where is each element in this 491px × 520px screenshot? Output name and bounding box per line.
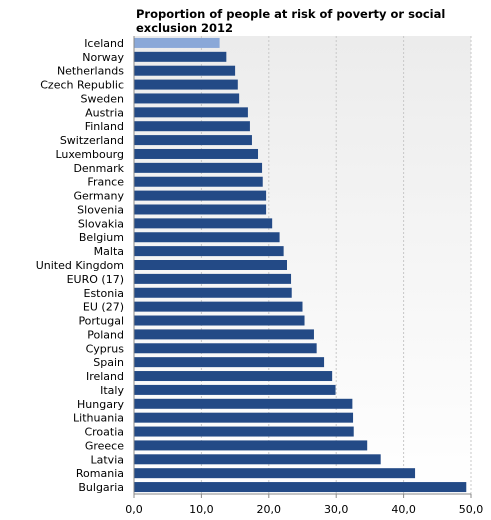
bar: [134, 65, 236, 76]
category-label: EURO (17): [67, 273, 124, 286]
x-axis: 0,0 10,0 20,0 30,0 40,0 50,0: [125, 36, 483, 516]
x-tick-label: 50,0: [459, 503, 484, 516]
category-label: Italy: [100, 384, 124, 397]
bar: [134, 454, 381, 465]
category-label: Spain: [93, 356, 124, 369]
category-label: Slovakia: [78, 217, 124, 230]
bar: [134, 51, 227, 62]
category-label: Hungary: [77, 398, 124, 411]
bar: [134, 260, 287, 270]
bar: [134, 398, 353, 409]
category-label: Latvia: [91, 453, 125, 466]
category-label: Ireland: [86, 370, 124, 383]
bar: [134, 176, 263, 187]
bars: [134, 37, 467, 493]
bar: [134, 301, 303, 312]
bar: [134, 190, 267, 201]
bar: [134, 329, 314, 340]
bar: [134, 468, 416, 479]
category-label: Cyprus: [86, 342, 125, 355]
bar: [134, 357, 325, 368]
bar: [134, 204, 267, 215]
category-label: Sweden: [81, 92, 124, 105]
category-label: United Kingdom: [36, 259, 124, 272]
bar: [134, 162, 263, 173]
x-tick-label: 40,0: [391, 503, 416, 516]
category-label: Estonia: [84, 287, 125, 300]
bar: [134, 315, 305, 326]
category-label: Netherlands: [57, 65, 124, 78]
bar: [134, 135, 252, 146]
bar: [134, 384, 336, 395]
category-label: Bulgaria: [78, 481, 124, 494]
x-tick-label: 30,0: [324, 503, 349, 516]
category-label: Greece: [85, 439, 124, 452]
bar: [134, 343, 317, 354]
category-label: Belgium: [79, 231, 124, 244]
category-label: Malta: [94, 245, 124, 258]
bar: [134, 107, 248, 118]
bar: [134, 412, 354, 423]
x-tick-label: 10,0: [189, 503, 214, 516]
bar: [134, 246, 284, 257]
category-label: Austria: [85, 106, 124, 119]
category-label: Slovenia: [77, 203, 124, 216]
bar: [134, 79, 238, 90]
bar: [134, 93, 240, 104]
category-label: Switzerland: [60, 134, 124, 147]
category-label: Poland: [87, 328, 124, 341]
bar: [134, 273, 292, 284]
x-tick-label: 20,0: [257, 503, 282, 516]
category-label: Denmark: [73, 162, 124, 175]
category-label: Lithuania: [73, 412, 124, 425]
bar: [134, 482, 467, 493]
category-label: Luxembourg: [55, 148, 124, 161]
bar: [134, 426, 354, 437]
category-label: Portugal: [78, 315, 124, 328]
category-label: Finland: [85, 120, 124, 133]
category-label: Iceland: [84, 37, 124, 50]
bar: [134, 371, 333, 382]
bar: [134, 37, 220, 48]
category-label: Romania: [76, 467, 124, 480]
category-label: EU (27): [83, 301, 124, 314]
category-label: France: [87, 176, 124, 189]
category-label: Norway: [82, 51, 124, 64]
category-label: Croatia: [84, 426, 124, 439]
bar: [134, 287, 292, 298]
chart-title: Proportion of people at risk of poverty …: [136, 7, 446, 35]
category-label: Germany: [73, 190, 124, 203]
x-tick-label: 0,0: [125, 503, 143, 516]
bar: [134, 232, 280, 243]
bar: [134, 218, 273, 229]
bar: [134, 440, 368, 451]
bar: [134, 148, 259, 159]
category-label: Czech Republic: [40, 79, 124, 92]
bar: [134, 121, 250, 132]
